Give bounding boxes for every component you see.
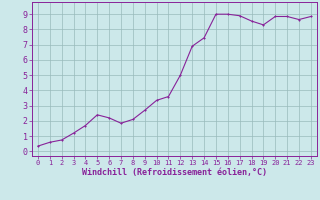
X-axis label: Windchill (Refroidissement éolien,°C): Windchill (Refroidissement éolien,°C)	[82, 168, 267, 177]
